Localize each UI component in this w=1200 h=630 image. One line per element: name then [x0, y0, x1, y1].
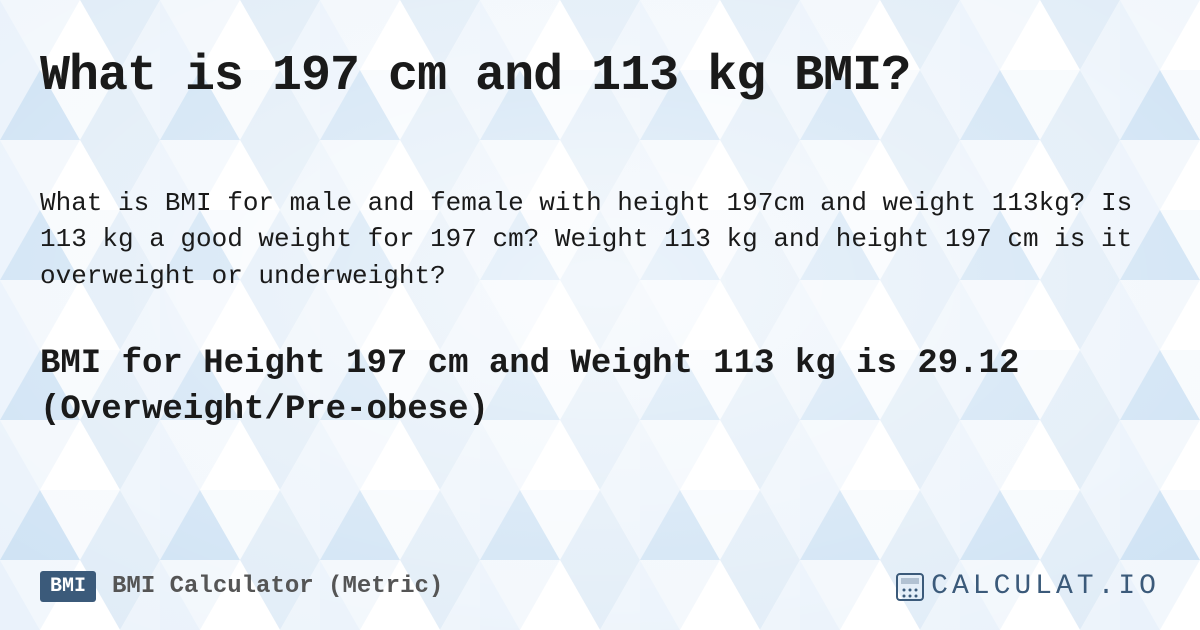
description-text: What is BMI for male and female with hei…	[40, 185, 1160, 294]
page-title: What is 197 cm and 113 kg BMI?	[40, 48, 1160, 105]
result-text: BMI for Height 197 cm and Weight 113 kg …	[40, 342, 1160, 434]
footer: BMI BMI Calculator (Metric) CALCULAT.IO	[40, 571, 1160, 602]
calculator-name: BMI Calculator (Metric)	[112, 573, 443, 600]
logo-text: CALCULAT.IO	[931, 571, 1160, 602]
calculator-icon	[895, 572, 925, 602]
brand-logo: CALCULAT.IO	[895, 571, 1160, 602]
bmi-badge: BMI	[40, 571, 96, 602]
main-content: What is 197 cm and 113 kg BMI? What is B…	[0, 0, 1200, 434]
footer-left: BMI BMI Calculator (Metric)	[40, 571, 443, 602]
